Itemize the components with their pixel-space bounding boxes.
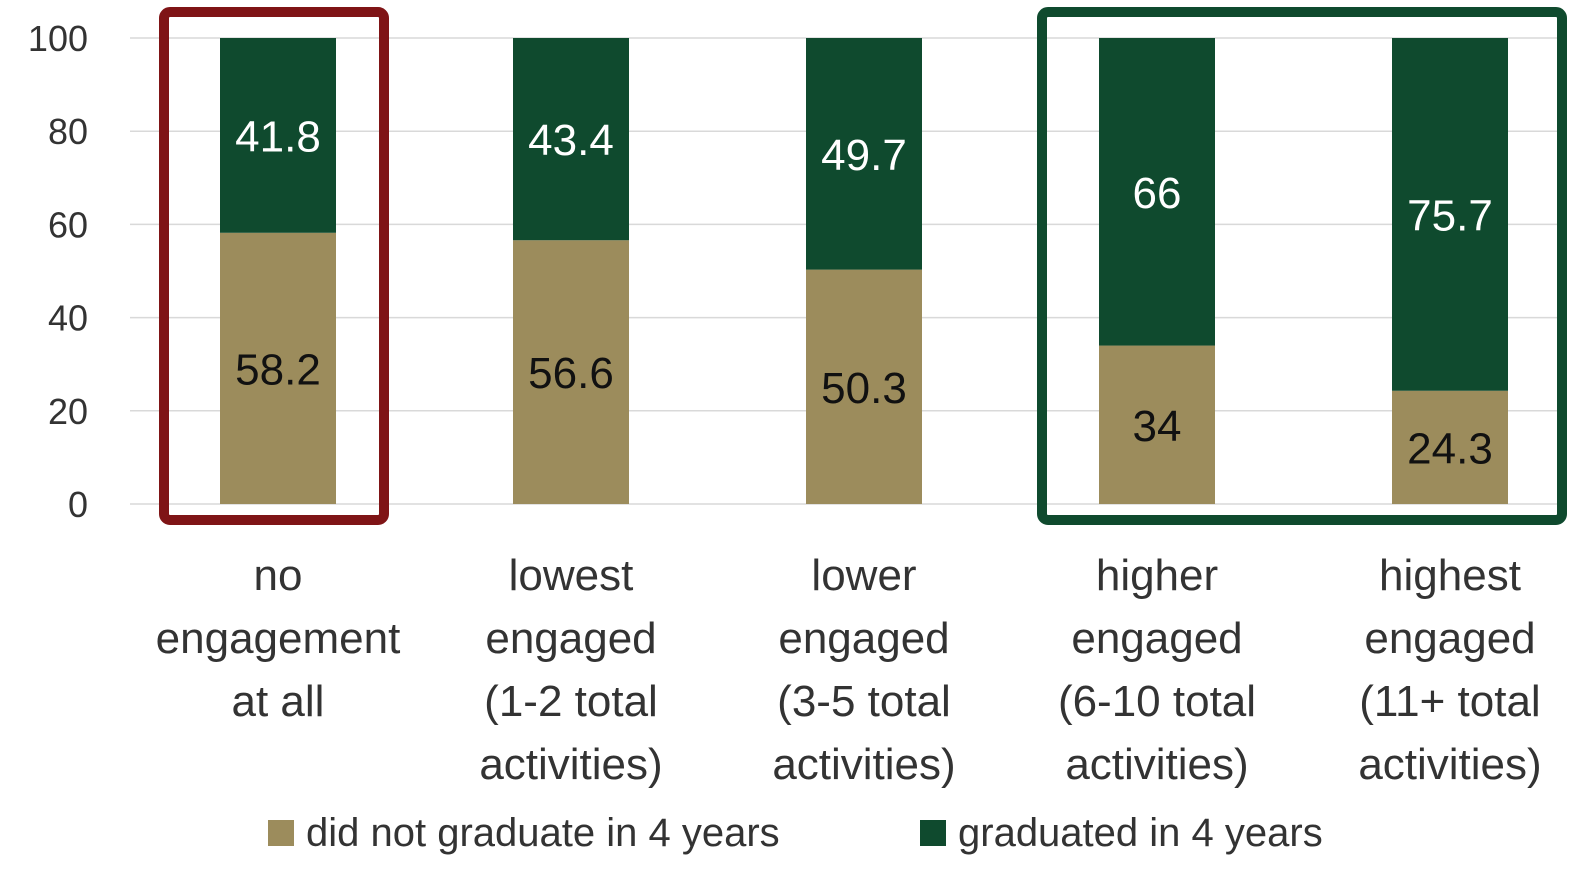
category-label-line: no <box>254 551 303 600</box>
legend-label: graduated in 4 years <box>958 811 1323 855</box>
y-tick-label: 100 <box>28 18 88 59</box>
category-label-line: engaged <box>485 614 656 663</box>
data-label: 41.8 <box>235 112 321 161</box>
bar-segment-graduated <box>513 38 629 241</box>
data-label: 75.7 <box>1407 191 1493 240</box>
data-label: 43.4 <box>528 116 614 165</box>
data-label: 50.3 <box>821 364 907 413</box>
legend-swatch <box>268 820 294 846</box>
data-label: 66 <box>1133 169 1182 218</box>
bar-segment-not-graduated <box>1099 345 1215 504</box>
category-label-line: at all <box>232 677 325 726</box>
highlight-box <box>159 7 389 525</box>
bars <box>220 38 1508 504</box>
category-label-line: engagement <box>156 614 401 663</box>
category-label-line: highest <box>1379 551 1521 600</box>
highlight-boxes <box>159 7 1567 525</box>
bar-segment-graduated <box>806 38 922 270</box>
y-tick-label: 40 <box>48 298 88 339</box>
data-label: 58.2 <box>235 345 321 394</box>
category-label-line: (11+ total <box>1359 677 1540 726</box>
bar-segment-graduated <box>220 38 336 233</box>
category-label-line: lowest <box>509 551 634 600</box>
legend-label: did not graduate in 4 years <box>306 811 780 855</box>
category-label-line: activities) <box>772 740 955 789</box>
legend: did not graduate in 4 years graduated in … <box>268 811 1323 855</box>
bar-segment-not-graduated <box>1392 390 1508 504</box>
data-label: 34 <box>1133 402 1182 451</box>
data-label: 56.6 <box>528 349 614 398</box>
bar-segment-graduated <box>1099 38 1215 346</box>
category-label-line: lower <box>811 551 916 600</box>
category-label-line: engaged <box>778 614 949 663</box>
category-label-line: (6-10 total <box>1058 677 1256 726</box>
category-label-line: higher <box>1096 551 1218 600</box>
category-label: higher engaged (6-10 total activities) <box>1058 551 1256 789</box>
y-tick-label: 80 <box>48 111 88 152</box>
category-label: no engagement at all <box>156 551 401 726</box>
category-label-line: activities) <box>1358 740 1541 789</box>
category-label: highest engaged (11+ total activities) <box>1358 551 1541 789</box>
bar-segment-graduated <box>1392 38 1508 391</box>
data-label: 24.3 <box>1407 424 1493 473</box>
category-label-line: engaged <box>1364 614 1535 663</box>
y-tick-label: 0 <box>68 484 88 525</box>
y-axis-ticks: 0 20 40 60 80 100 <box>28 18 88 525</box>
category-label-line: (1-2 total <box>484 677 658 726</box>
category-label: lower engaged (3-5 total activities) <box>772 551 955 789</box>
bar-segment-not-graduated <box>513 240 629 504</box>
data-labels: 58.2 41.8 56.6 43.4 50.3 49.7 34 66 24.3 75.7 <box>235 112 1493 473</box>
category-label-line: engaged <box>1071 614 1242 663</box>
category-label: lowest engaged (1-2 total activities) <box>479 551 662 789</box>
category-label-line: (3-5 total <box>777 677 951 726</box>
category-labels: no engagement at all lowest engaged (1-2 tota… <box>156 551 1542 789</box>
category-label-line: activities) <box>1065 740 1248 789</box>
data-label: 49.7 <box>821 131 907 180</box>
bar-segment-not-graduated <box>806 269 922 504</box>
y-tick-label: 60 <box>48 204 88 245</box>
legend-swatch <box>920 820 946 846</box>
bar-segment-not-graduated <box>220 232 336 504</box>
highlight-box <box>1037 7 1567 525</box>
y-tick-label: 20 <box>48 391 88 432</box>
category-label-line: activities) <box>479 740 662 789</box>
